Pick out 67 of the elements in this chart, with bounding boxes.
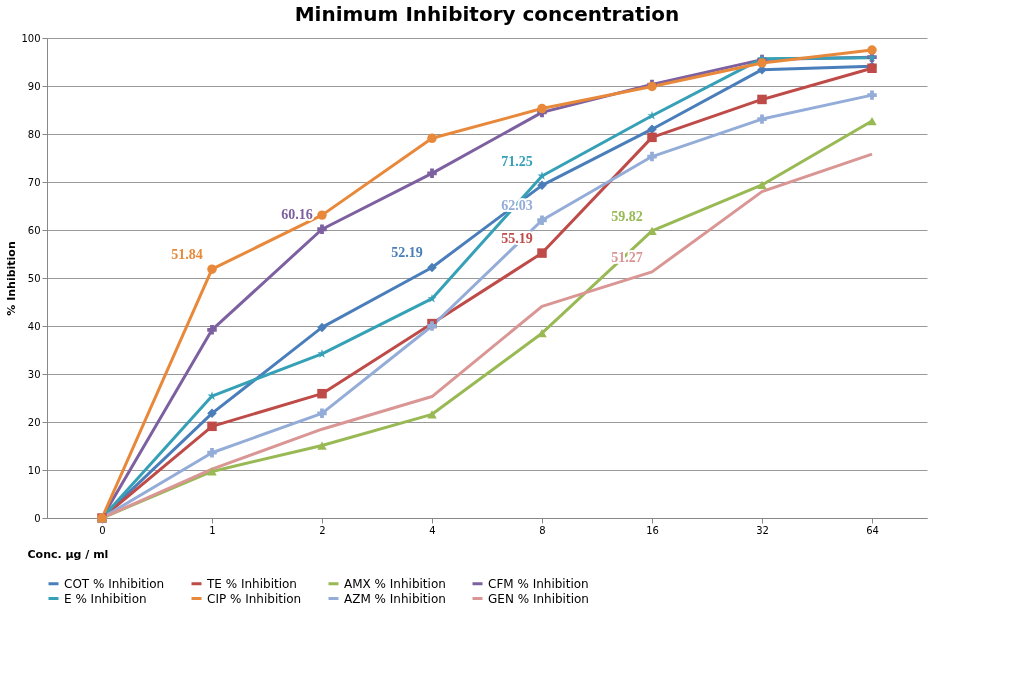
y-axis-title: % Inhibition (5, 241, 19, 316)
point (207, 447, 217, 458)
point (207, 421, 217, 432)
y-tick-label: 10 (27, 464, 41, 476)
y-tick-label: 70 (27, 176, 41, 188)
point (537, 248, 547, 258)
y-tick-label: 0 (34, 512, 41, 524)
data-label: 51.84 (171, 247, 203, 263)
legend-label: AMX % Inhibition (344, 576, 446, 591)
legend-label: AZM % Inhibition (344, 591, 446, 606)
y-tick-label: 20 (27, 416, 41, 428)
legend-label: GEN % Inhibition (488, 591, 589, 606)
legend-label: CFM % Inhibition (488, 576, 589, 591)
y-tick-label: 90 (27, 80, 41, 92)
point (867, 90, 877, 100)
y-tick-label: 40 (27, 320, 41, 332)
point (647, 226, 657, 235)
x-tick-label: 0 (99, 524, 106, 536)
x-tick-label: 4 (429, 524, 436, 536)
point (427, 168, 437, 179)
point (207, 408, 217, 419)
x-tick-label: 64 (866, 524, 879, 536)
point (867, 45, 877, 55)
legend-label: E % Inhibition (64, 591, 147, 606)
data-label: 59.82 (611, 208, 643, 224)
point (647, 111, 657, 120)
point (317, 388, 327, 399)
legend-label: COT % Inhibition (64, 576, 165, 591)
point (427, 262, 437, 273)
point (207, 325, 217, 335)
point (317, 441, 327, 450)
point (537, 180, 547, 191)
y-tick-label: 50 (27, 272, 41, 284)
data-label: 71.25 (501, 154, 533, 169)
point (427, 293, 437, 303)
point (317, 224, 327, 234)
point (867, 116, 877, 126)
y-tick-label: 30 (27, 368, 41, 380)
point (207, 467, 217, 476)
data-label: 60.16 (281, 207, 313, 223)
x-tick-label: 8 (539, 524, 546, 536)
point (757, 114, 767, 124)
x-axis-title: Conc. µg / ml (27, 547, 109, 561)
point (757, 58, 767, 68)
legend-label: CIP % Inhibition (207, 591, 302, 606)
y-tick-label: 80 (27, 128, 41, 140)
x-tick-label: 16 (646, 524, 659, 536)
point (757, 180, 767, 189)
y-tick-label: 100 (21, 32, 41, 44)
x-tick-label: 2 (319, 524, 326, 536)
point (317, 408, 327, 419)
point (427, 133, 437, 144)
point (317, 322, 327, 333)
point (647, 132, 657, 143)
point (207, 264, 217, 274)
y-tick-label: 60 (27, 224, 41, 236)
point (537, 103, 547, 114)
point (757, 94, 767, 105)
point (647, 151, 657, 162)
point (537, 329, 547, 338)
legend-label: TE % Inhibition (206, 576, 297, 591)
chart-title: Minimum Inhibitory concentration (294, 2, 680, 26)
point (317, 210, 327, 220)
x-tick-label: 1 (209, 524, 216, 536)
point (537, 215, 547, 225)
data-label: 52.19 (391, 245, 423, 261)
x-tick-label: 32 (756, 524, 769, 536)
